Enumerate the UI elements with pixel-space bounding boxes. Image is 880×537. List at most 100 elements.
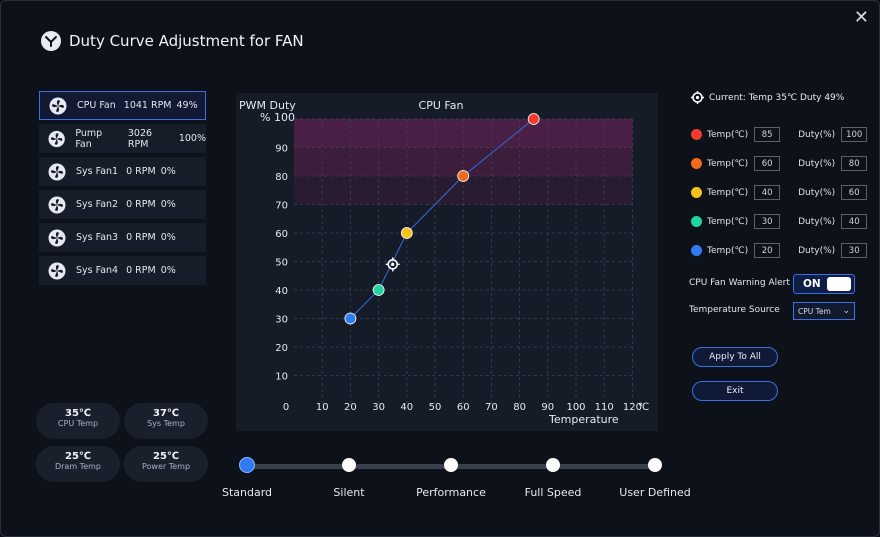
- chart-current-marker-dot: [391, 262, 395, 266]
- chevron-down-icon: ⌄: [842, 306, 850, 316]
- fan-rpm: 0 RPM: [126, 166, 156, 177]
- chart-xlabel: Temperature: [548, 413, 619, 426]
- preset-label-standard[interactable]: Standard: [221, 486, 273, 499]
- duty-input[interactable]: 80: [841, 156, 868, 171]
- fan-name: CPU Fan: [77, 100, 116, 111]
- fan-item-sys1[interactable]: Sys Fan1 0 RPM 0%: [39, 157, 206, 186]
- temperature-source-select[interactable]: CPU Tem ⌄: [793, 302, 855, 320]
- temp-label: Power Temp: [141, 462, 191, 471]
- chart-point: [457, 170, 470, 182]
- temp-card-sys: 37℃ Sys Temp: [124, 403, 208, 439]
- preset-label-silent[interactable]: Silent: [333, 486, 365, 499]
- temp-label: CPU Temp: [57, 419, 99, 428]
- fan-pct: 0%: [160, 166, 176, 177]
- chart-ytick-label: 70: [275, 201, 288, 212]
- fan-pct: 49%: [176, 100, 198, 111]
- chart-ytick-label: 90: [275, 144, 288, 155]
- preset-label-user-defined[interactable]: User Defined: [619, 486, 691, 499]
- temp-value: 25℃: [152, 451, 180, 462]
- current-readout: Current: Temp 35℃ Duty 49%: [691, 91, 844, 104]
- fan-name: Pump Fan: [75, 127, 103, 150]
- fan-icon: [49, 97, 67, 114]
- curve-point-rows: Temp(℃) 85 Duty(%) 100 Temp(℃) 60 Duty(%…: [691, 120, 868, 265]
- preset-label-full-speed[interactable]: Full Speed: [524, 486, 582, 499]
- temp-value: 35℃: [64, 408, 92, 419]
- duty-input[interactable]: 60: [841, 185, 868, 200]
- preset-label-performance[interactable]: Performance: [416, 486, 486, 499]
- crosshair-icon: [691, 91, 704, 104]
- temp-input[interactable]: 60: [754, 156, 781, 171]
- temp-value: 37℃: [152, 408, 180, 419]
- preset-knob-performance[interactable]: [444, 458, 458, 472]
- temp-label: Temp(℃): [707, 245, 749, 256]
- temp-card-dram: 25℃ Dram Temp: [36, 446, 120, 482]
- fan-rpm: 3026 RPM: [127, 127, 153, 150]
- chart-xtick-label: 110: [595, 402, 614, 413]
- chart-xtick-label: 60: [457, 402, 470, 413]
- chart-xtick-label: 70: [485, 402, 498, 413]
- chart-xtick-label: 90: [541, 402, 554, 413]
- chart-ytick-label: 10: [275, 372, 288, 383]
- warning-alert-toggle[interactable]: ON: [793, 274, 855, 294]
- chart-svg[interactable]: PWM Duty % 100 CPU Fan Temperature ℃ 10 2…: [236, 93, 658, 431]
- preset-knob-silent[interactable]: [342, 458, 356, 472]
- duty-input[interactable]: 40: [841, 214, 868, 229]
- apply-to-all-button[interactable]: Apply To All: [692, 347, 778, 367]
- fan-name: Sys Fan1: [76, 166, 119, 177]
- close-icon[interactable]: ✕: [853, 7, 869, 28]
- temperature-source-label: Temperature Source: [689, 305, 780, 315]
- temp-input[interactable]: 85: [754, 127, 781, 142]
- fan-name: Sys Fan4: [76, 265, 119, 276]
- fan-pct: 0%: [160, 199, 176, 210]
- chart-xtick-label: 0: [283, 402, 289, 413]
- fan-rpm: 0 RPM: [126, 265, 156, 276]
- preset-knob-user-defined[interactable]: [648, 458, 662, 472]
- temp-card-cpu: 35℃ CPU Temp: [36, 403, 120, 439]
- chart-point: [372, 284, 385, 296]
- select-value: CPU Tem: [798, 306, 831, 316]
- chart-ytick-label: 50: [275, 258, 288, 269]
- duty-curve-chart[interactable]: PWM Duty % 100 CPU Fan Temperature ℃ 10 2…: [236, 93, 658, 431]
- temp-label: Temp(℃): [707, 129, 749, 140]
- green-dot-icon: [691, 216, 702, 227]
- chart-current-marker-ticks: [385, 257, 400, 272]
- fan-item-sys2[interactable]: Sys Fan2 0 RPM 0%: [39, 190, 206, 219]
- chart-xtick-label: 30: [372, 402, 385, 413]
- blue-dot-icon: [691, 245, 702, 256]
- fan-item-pump[interactable]: Pump Fan 3026 RPM 100%: [39, 124, 206, 153]
- chart-ytick-label: 30: [275, 315, 288, 326]
- warning-alert-label: CPU Fan Warning Alert: [689, 278, 790, 288]
- fan-pct: 0%: [160, 232, 176, 243]
- fan-item-sys3[interactable]: Sys Fan3 0 RPM 0%: [39, 223, 206, 252]
- curve-row-4: Temp(℃) 30 Duty(%) 40: [691, 207, 868, 236]
- duty-input[interactable]: 30: [841, 243, 868, 258]
- chart-xtick-label: 50: [429, 402, 442, 413]
- toggle-value: ON: [803, 278, 821, 290]
- preset-knob-full-speed[interactable]: [546, 458, 560, 472]
- temp-input[interactable]: 40: [754, 185, 781, 200]
- temp-input[interactable]: 20: [754, 243, 781, 258]
- chart-ytick-label: 40: [275, 286, 288, 297]
- temp-input[interactable]: 30: [754, 214, 781, 229]
- duty-label: Duty(%): [798, 129, 836, 140]
- fan-item-cpu[interactable]: CPU Fan 1041 RPM 49%: [39, 91, 206, 120]
- chart-xtick-label: 100: [566, 402, 585, 413]
- chart-ytick-label: 60: [275, 229, 288, 240]
- fan-rpm: 0 RPM: [126, 232, 156, 243]
- chart-ylabel: PWM Duty: [239, 99, 296, 112]
- fan-list: CPU Fan 1041 RPM 49% Pump Fan 3026 RPM 1…: [39, 91, 206, 289]
- exit-button[interactable]: Exit: [692, 381, 778, 401]
- fan-item-sys4[interactable]: Sys Fan4 0 RPM 0%: [39, 256, 206, 285]
- current-text: Current: Temp 35℃ Duty 49%: [709, 92, 845, 103]
- fan-icon: [48, 130, 65, 147]
- duty-input[interactable]: 100: [841, 127, 868, 142]
- orange-dot-icon: [691, 158, 702, 169]
- duty-label: Duty(%): [798, 216, 836, 227]
- chart-ytick-label: 80: [275, 172, 288, 183]
- fan-icon: [48, 262, 66, 279]
- red-dot-icon: [691, 129, 702, 140]
- curve-row-5: Temp(℃) 20 Duty(%) 30: [691, 236, 868, 265]
- toggle-knob: [827, 277, 851, 291]
- temp-label: Temp(℃): [707, 158, 749, 169]
- preset-knob-standard[interactable]: [239, 457, 255, 473]
